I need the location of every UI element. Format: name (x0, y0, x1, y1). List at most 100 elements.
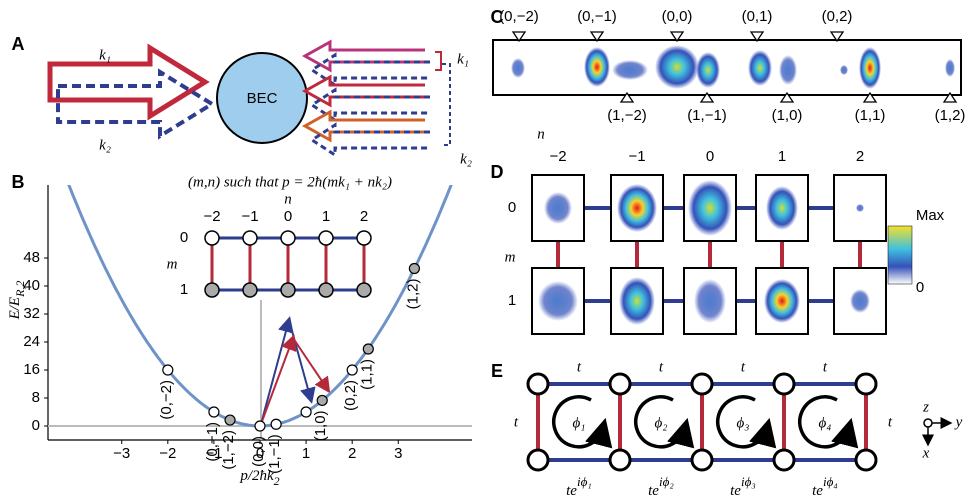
phase-hopping-sup: iϕ₁ (577, 474, 592, 489)
lattice-site (205, 283, 219, 297)
atom-cloud (764, 279, 800, 323)
beam-k1 (50, 48, 205, 116)
state-point (225, 415, 235, 425)
state-point (301, 407, 311, 417)
lattice-site (205, 231, 219, 245)
beam-label: k₁ (457, 51, 469, 67)
axis-label: z (922, 399, 929, 415)
colorbar (888, 226, 912, 284)
panel-letter: E (491, 361, 503, 381)
order-label: (0,0) (662, 8, 693, 25)
n-label: n (537, 126, 545, 142)
order-label: (1,2) (935, 107, 966, 124)
lattice-site (856, 374, 876, 394)
atom-cloud (850, 289, 870, 313)
transition-arrows (261, 320, 328, 424)
state-point (255, 421, 265, 431)
lattice-site (319, 231, 333, 245)
lattice-site (243, 283, 257, 297)
inset-n-label: n (284, 191, 292, 207)
point-label: (0,−1) (204, 422, 221, 462)
x-tick-label: 1 (302, 445, 310, 462)
panel-letter: B (12, 172, 25, 192)
y-tick-label: 48 (23, 249, 40, 266)
atom-cloud (688, 180, 732, 236)
lattice-site (528, 450, 548, 470)
bec-label: BEC (247, 90, 278, 107)
lattice-site (357, 283, 371, 297)
panel-letter: A (12, 34, 25, 54)
atom-cloud (617, 184, 657, 232)
panel-letter: D (491, 162, 504, 182)
axis-label: y (954, 414, 963, 430)
phase-hopping-base: te (648, 483, 659, 499)
inset-column-label: 1 (322, 208, 330, 225)
lattice-site (610, 374, 630, 394)
phase-hopping-sup: iϕ₃ (741, 474, 756, 489)
axis-origin (924, 419, 932, 427)
phase-hopping-label: teiϕ₂ (648, 474, 674, 499)
state-point (271, 419, 281, 429)
inset-row-label: 0 (180, 229, 188, 246)
point-label: (1,2) (404, 278, 421, 309)
flux-label: ϕ₂ (655, 415, 668, 431)
atom-cloud (538, 281, 578, 321)
chart-title: (m,n) such that p = 2ħ(mk₁ + nk₂) (188, 174, 392, 190)
beam-label: k₂ (460, 151, 472, 167)
point-label: (1,1) (358, 359, 375, 390)
x-axis-label-sub: 2 (274, 474, 280, 488)
figure: ABCDEk₁k₂BECk₁k₂(m,n) such that p = 2ħ(m… (0, 0, 969, 504)
colorbar-label: 0 (916, 279, 924, 296)
y-tick-label: 24 (23, 333, 40, 350)
reflected-beams (305, 42, 450, 155)
state-point (409, 264, 419, 274)
lattice-site (774, 374, 794, 394)
order-label: (1,1) (855, 107, 886, 124)
y-tick-label: 8 (32, 389, 40, 406)
lattice-site (692, 374, 712, 394)
column-label: −2 (549, 148, 566, 165)
inset-column-label: 2 (360, 208, 368, 225)
lattice-site (610, 450, 630, 470)
state-point (363, 344, 373, 354)
column-label: 1 (778, 148, 786, 165)
atom-cloud (856, 204, 864, 212)
axis-label: x (922, 445, 930, 461)
hopping-label: t (577, 359, 582, 375)
point-label: (0,2) (342, 380, 359, 411)
point-label: (1,−1) (266, 434, 283, 474)
lattice-site (692, 450, 712, 470)
inset-column-label: −1 (241, 208, 258, 225)
phase-hopping-label: teiϕ₄ (812, 474, 838, 499)
order-label: (1,−2) (607, 107, 647, 124)
beam-label: k₁ (99, 47, 111, 63)
atom-cloud (619, 277, 655, 325)
m-label: m (505, 249, 516, 265)
atom-cloud (766, 186, 798, 230)
hopping-label: t (823, 359, 828, 375)
hopping-label: t (741, 359, 746, 375)
panel-b (48, 185, 472, 440)
lattice-site (774, 450, 794, 470)
y-tick-label: 16 (23, 361, 40, 378)
state-point (317, 395, 327, 405)
x-tick-label: 2 (348, 445, 356, 462)
x-tick-label: −3 (113, 445, 130, 462)
beam-label: k₂ (99, 137, 111, 153)
point-label: (1,0) (312, 410, 329, 441)
lattice-site (856, 450, 876, 470)
flux-label: ϕ₃ (737, 415, 750, 431)
lattice-site (319, 283, 333, 297)
phase-hopping-label: teiϕ₁ (566, 474, 592, 499)
y-tick-label: 32 (23, 305, 40, 322)
lattice-site (357, 231, 371, 245)
order-label: (1,−1) (687, 107, 727, 124)
point-label: (0,0) (250, 436, 267, 467)
x-tick-label: 3 (394, 445, 402, 462)
hopping-label: t (659, 359, 664, 375)
y-tick-label: 0 (32, 417, 40, 434)
inset-column-label: −2 (203, 208, 220, 225)
hopping-label: t (888, 414, 893, 430)
hopping-label: t (514, 414, 519, 430)
order-label: (0,1) (742, 8, 773, 25)
